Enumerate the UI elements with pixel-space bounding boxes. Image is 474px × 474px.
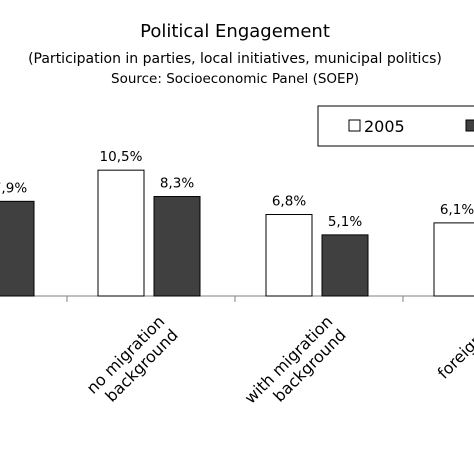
- bar-series-1-cat-2: [265, 214, 313, 297]
- bar-series-1-cat-3: [433, 222, 474, 297]
- legend-swatch-2005: [348, 119, 361, 132]
- data-label-series-1-cat-1: 10,5%: [100, 149, 143, 165]
- data-label-series-2-cat-1: 8,3%: [160, 176, 194, 192]
- chart-title: Political Engagement: [140, 21, 330, 42]
- data-label-series-1-cat-3: 6,1%: [440, 202, 474, 218]
- x-tick-label-line: foreigners: [434, 312, 474, 383]
- legend-label-2005: 2005: [364, 117, 405, 136]
- legend-swatch-series-2: [465, 119, 474, 132]
- legend: 2005: [317, 105, 474, 147]
- data-label-series-2-cat-2: 5,1%: [328, 214, 362, 230]
- chart-source: Source: Socioeconomic Panel (SOEP): [111, 71, 359, 87]
- bar-series-2-cat-1: [153, 196, 201, 297]
- data-label-partial-left: 7,9%: [0, 180, 27, 196]
- bar-series-2-cat-2: [321, 234, 369, 297]
- chart-subtitle: (Participation in parties, local initiat…: [28, 51, 442, 67]
- bar-partial-left: [0, 200, 35, 297]
- data-label-series-1-cat-2: 6,8%: [272, 194, 306, 210]
- plot-area: 7,9% 10,5% 6,8% 6,1% 8,3% 5,1% no migrationbac…: [0, 149, 474, 408]
- x-tick-label-3: foreigners: [434, 312, 474, 383]
- legend-box: [317, 105, 474, 147]
- bar-series-1-cat-1: [97, 169, 145, 297]
